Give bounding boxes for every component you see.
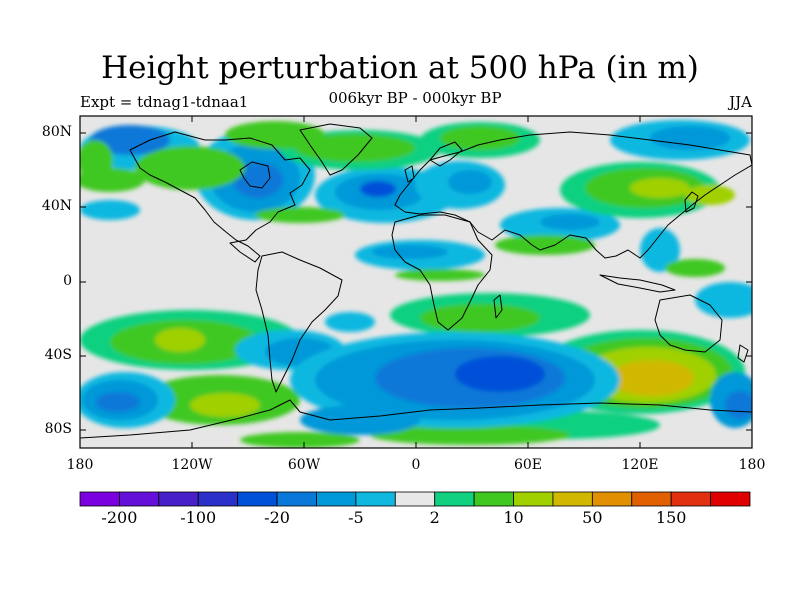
colorbar-swatch (79, 491, 120, 507)
colorbar (79, 491, 751, 507)
colorbar-label: 10 (503, 508, 524, 527)
colorbar-label: 2 (429, 508, 440, 527)
lat-label-40n: 40N (41, 198, 72, 214)
lon-label-120w: 120W (171, 457, 213, 473)
colorbar-label: -200 (101, 508, 138, 527)
colorbar-swatch (710, 491, 751, 507)
colorbar-swatch (316, 491, 357, 507)
eurasia-coastline (394, 131, 752, 259)
lat-label-0: 0 (63, 273, 72, 289)
colorbar-swatch (631, 491, 672, 507)
south-america-coastline (255, 251, 343, 393)
colorbar-label: 50 (582, 508, 603, 527)
figure-title: Height perturbation at 500 hPa (in m) (101, 50, 699, 86)
hudson-bay-coastline (239, 161, 271, 189)
colorbar-swatch (276, 491, 317, 507)
colorbar-swatch (197, 491, 239, 507)
scandinavia-coastline (429, 141, 463, 167)
colorbar-swatch (552, 491, 593, 507)
japan-coastline (684, 191, 699, 213)
madagascar-coastline (493, 294, 503, 319)
season-label: JJA (729, 93, 752, 111)
period-label: 006kyr BP - 000kyr BP (328, 89, 502, 107)
contour-field (80, 116, 752, 448)
colorbar-swatch (119, 491, 160, 507)
lon-label-60w: 60W (287, 457, 321, 473)
colorbar-swatch (394, 491, 436, 507)
colorbar-swatch (355, 491, 396, 507)
british-isles-coastline (404, 165, 415, 183)
lon-ticks (79, 116, 641, 448)
new-zealand-coastline (737, 344, 749, 363)
north-america-coastline (129, 131, 311, 263)
lat-label-80n: 80N (41, 124, 72, 140)
colorbar-swatch (670, 491, 711, 507)
colorbar-swatch (237, 491, 278, 507)
colorbar-label: 150 (655, 508, 687, 527)
lon-label-180w: 180 (66, 457, 94, 473)
colorbar-label: -5 (348, 508, 364, 527)
greenland-coastline (299, 123, 373, 176)
lon-label-0: 0 (411, 457, 421, 473)
lon-label-120e: 120E (621, 457, 659, 473)
colorbar-label: -20 (264, 508, 290, 527)
colorbar-swatch (591, 491, 633, 507)
colorbar-swatch (158, 491, 199, 507)
lon-label-180e: 180 (738, 457, 766, 473)
colorbar-swatch (513, 491, 554, 507)
lat-label-40s: 40S (44, 347, 72, 363)
lat-label-80s: 80S (44, 421, 72, 437)
colorbar-swatch (473, 491, 514, 507)
indonesia-coastline (599, 274, 676, 293)
lon-label-60e: 60E (513, 457, 543, 473)
antarctica-coastline (80, 399, 752, 439)
australia-coastline (654, 294, 723, 353)
lat-ticks (80, 132, 752, 431)
coastlines (80, 123, 752, 439)
colorbar-swatch (434, 491, 475, 507)
colorbar-label: -100 (180, 508, 217, 527)
experiment-label: Expt = tdnag1-tdnaa1 (80, 93, 249, 111)
